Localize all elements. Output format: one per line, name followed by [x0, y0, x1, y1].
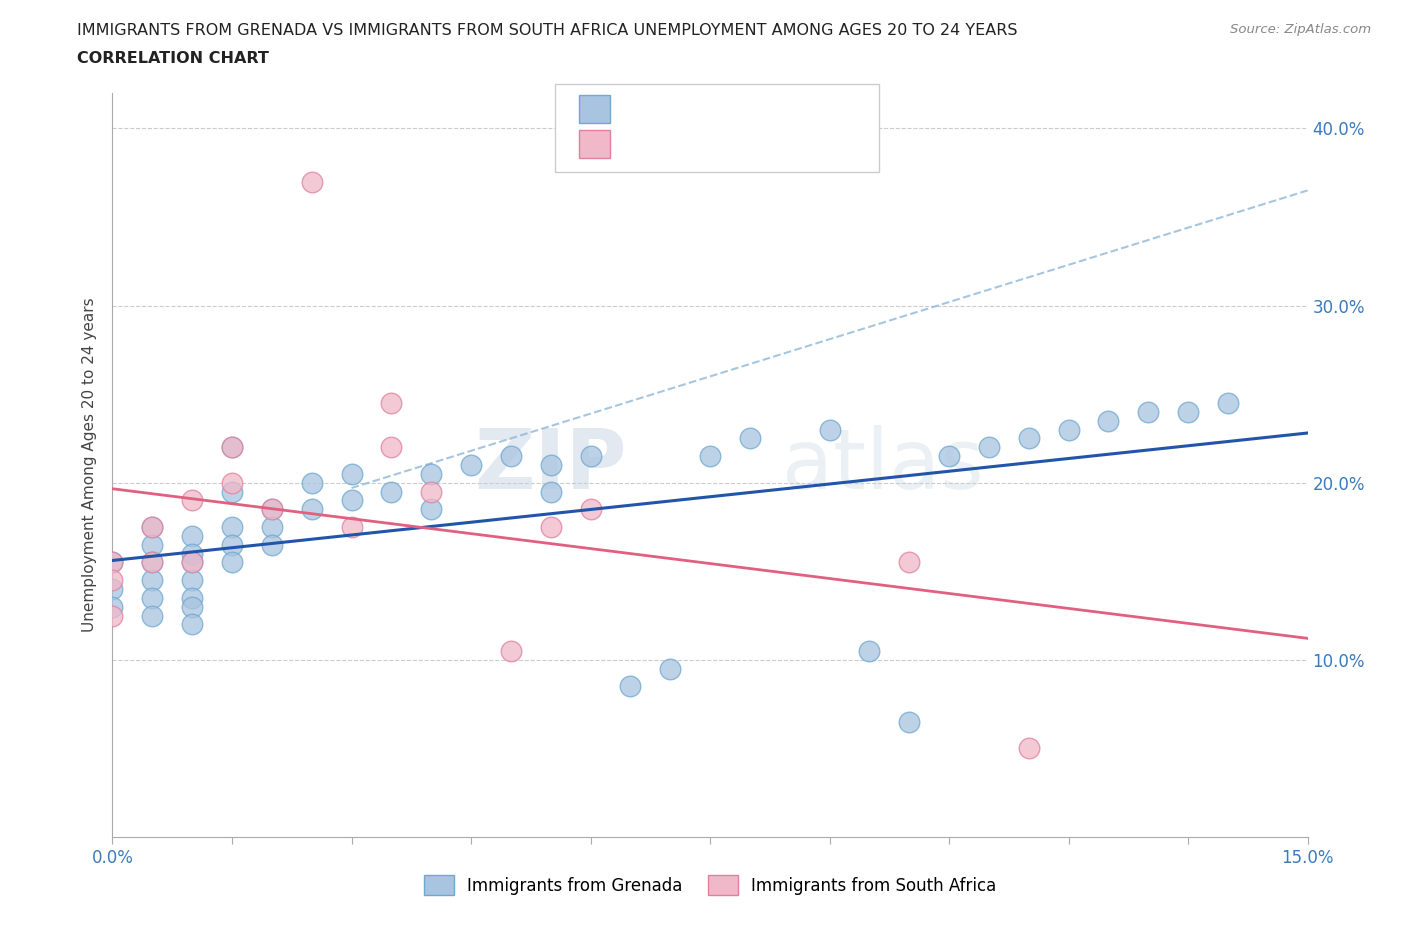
Point — [101, 573, 124, 588]
Point — [420, 485, 443, 499]
Point — [141, 608, 163, 623]
Point — [301, 502, 323, 517]
Point — [1177, 405, 1199, 419]
Point — [181, 555, 204, 570]
Point — [260, 520, 283, 535]
Point — [221, 440, 243, 455]
Point — [420, 502, 443, 517]
Point — [540, 458, 562, 472]
Point — [101, 555, 124, 570]
Point — [1018, 431, 1040, 445]
Point — [858, 644, 880, 658]
Point — [260, 502, 283, 517]
Point — [221, 520, 243, 535]
Point — [141, 591, 163, 605]
Point — [579, 448, 602, 463]
Point — [181, 599, 204, 614]
Text: atlas: atlas — [782, 424, 983, 506]
Point — [699, 448, 721, 463]
Point — [1097, 413, 1119, 428]
Point — [340, 493, 363, 508]
Point — [898, 555, 921, 570]
Point — [141, 555, 163, 570]
Point — [1057, 422, 1080, 437]
Point — [499, 448, 522, 463]
Point — [977, 440, 1000, 455]
Text: R = -0.119    N = 20: R = -0.119 N = 20 — [617, 135, 800, 153]
Point — [818, 422, 841, 437]
Point — [141, 573, 163, 588]
Point — [181, 591, 204, 605]
Point — [340, 467, 363, 482]
Point — [260, 538, 283, 552]
Point — [221, 475, 243, 490]
Point — [221, 485, 243, 499]
Point — [540, 520, 562, 535]
Point — [181, 573, 204, 588]
Point — [141, 520, 163, 535]
Point — [380, 440, 402, 455]
Point — [301, 174, 323, 189]
Point — [659, 661, 682, 676]
Point — [181, 493, 204, 508]
Point — [260, 502, 283, 517]
Point — [380, 395, 402, 410]
Point — [1216, 395, 1239, 410]
Point — [221, 555, 243, 570]
Point — [420, 467, 443, 482]
Point — [141, 520, 163, 535]
Text: ZIP: ZIP — [474, 424, 627, 506]
Point — [181, 555, 204, 570]
Point — [101, 599, 124, 614]
Point — [101, 581, 124, 596]
Point — [380, 485, 402, 499]
Point — [181, 528, 204, 543]
Point — [460, 458, 482, 472]
Legend: Immigrants from Grenada, Immigrants from South Africa: Immigrants from Grenada, Immigrants from… — [416, 867, 1004, 903]
Point — [540, 485, 562, 499]
Point — [1018, 741, 1040, 756]
Point — [221, 440, 243, 455]
Point — [738, 431, 761, 445]
Point — [898, 714, 921, 729]
Point — [938, 448, 960, 463]
Point — [1137, 405, 1160, 419]
Y-axis label: Unemployment Among Ages 20 to 24 years: Unemployment Among Ages 20 to 24 years — [82, 298, 97, 632]
Text: CORRELATION CHART: CORRELATION CHART — [77, 51, 269, 66]
Point — [221, 538, 243, 552]
Point — [619, 679, 641, 694]
Point — [141, 538, 163, 552]
Point — [301, 475, 323, 490]
Point — [101, 608, 124, 623]
Point — [499, 644, 522, 658]
Text: Source: ZipAtlas.com: Source: ZipAtlas.com — [1230, 23, 1371, 36]
Point — [579, 502, 602, 517]
Point — [181, 546, 204, 561]
Point — [141, 555, 163, 570]
Text: IMMIGRANTS FROM GRENADA VS IMMIGRANTS FROM SOUTH AFRICA UNEMPLOYMENT AMONG AGES : IMMIGRANTS FROM GRENADA VS IMMIGRANTS FR… — [77, 23, 1018, 38]
Point — [340, 520, 363, 535]
Point — [181, 617, 204, 631]
Point — [101, 555, 124, 570]
Text: R = 0.284    N = 51: R = 0.284 N = 51 — [617, 100, 793, 118]
